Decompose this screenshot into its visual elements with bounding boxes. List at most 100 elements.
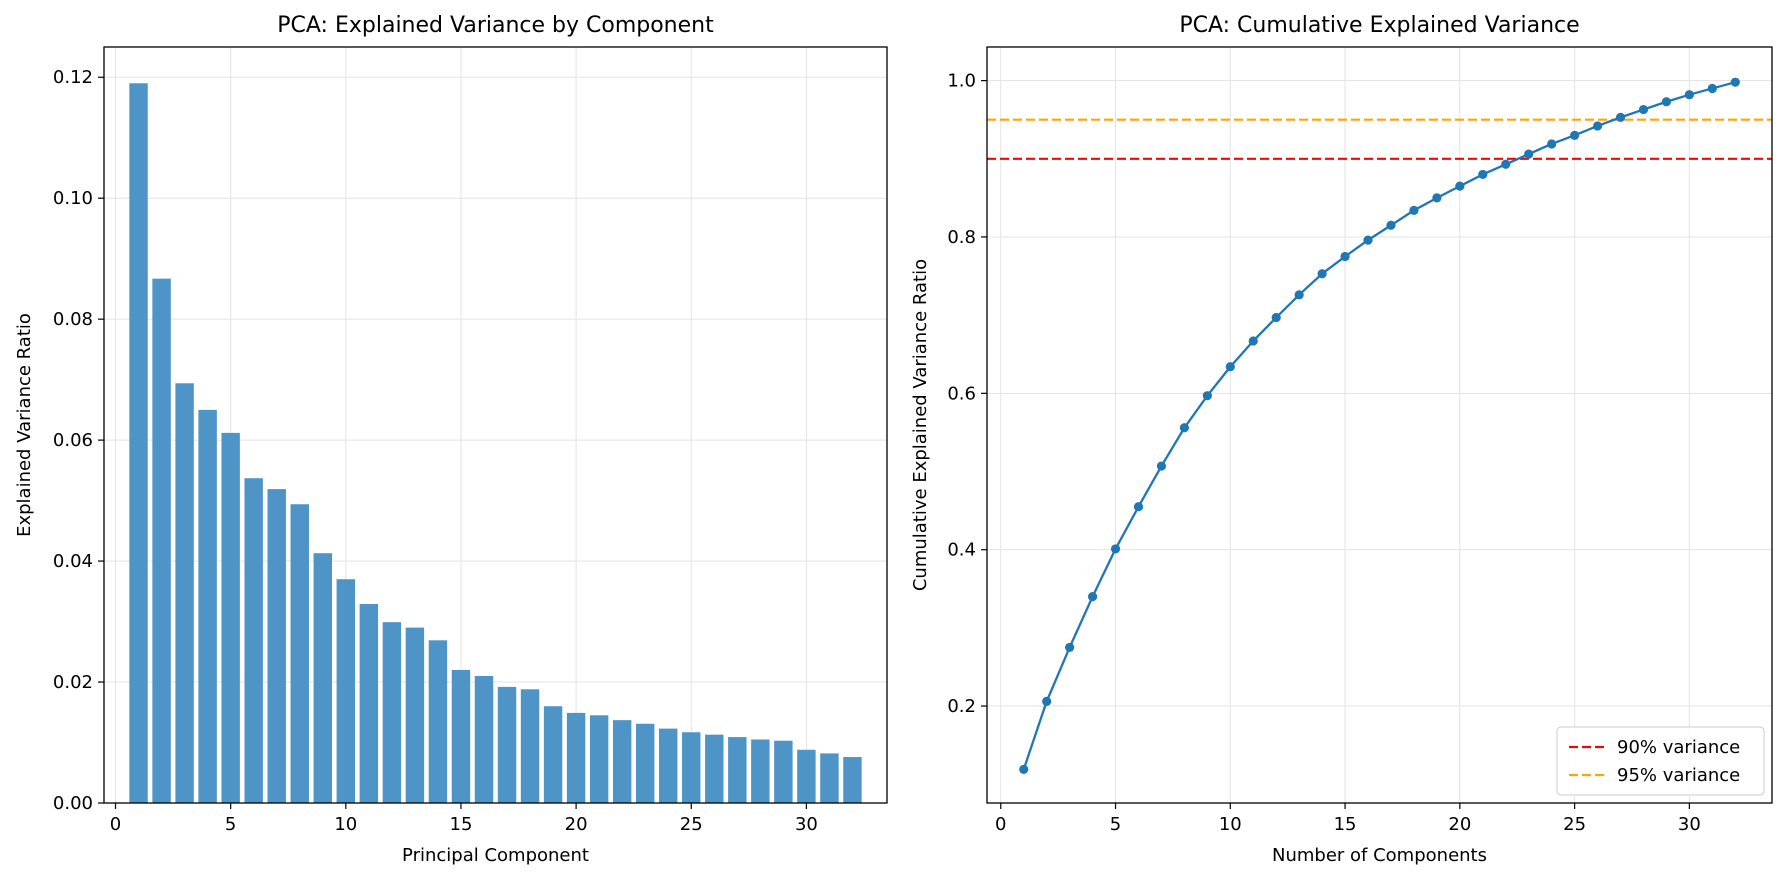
- bar-component-17: [497, 686, 517, 803]
- bar-component-12: [382, 622, 402, 803]
- plot-frame: [986, 46, 1773, 804]
- point-component-18: [1409, 205, 1419, 215]
- x-tick-label: 30: [795, 814, 818, 835]
- x-tick-label: 5: [225, 814, 236, 835]
- bar-component-16: [474, 675, 494, 803]
- x-tick-label: 0: [995, 814, 1006, 835]
- y-tick-label: 0.2: [947, 696, 976, 717]
- point-component-29: [1661, 97, 1672, 107]
- y-axis-label: Explained Variance Ratio: [14, 313, 35, 537]
- bar-component-5: [221, 432, 240, 803]
- point-component-28: [1638, 104, 1649, 115]
- legend-box: [1556, 726, 1765, 796]
- y-tick-label: 1.0: [947, 71, 976, 92]
- bar-component-23: [635, 723, 655, 803]
- bar-component-18: [520, 689, 540, 803]
- x-tick-label: 25: [680, 814, 703, 835]
- bar-component-6: [244, 478, 263, 803]
- point-component-22: [1501, 159, 1511, 169]
- y-tick-label: 0.04: [53, 551, 93, 572]
- point-component-1: [1019, 764, 1029, 774]
- point-component-10: [1225, 362, 1235, 372]
- point-component-19: [1432, 193, 1442, 203]
- point-component-4: [1087, 592, 1098, 602]
- point-component-17: [1386, 220, 1396, 230]
- x-axis-label: Principal Component: [402, 845, 589, 866]
- point-component-12: [1271, 312, 1281, 323]
- bar-component-32: [843, 757, 862, 803]
- bar-component-9: [313, 553, 332, 803]
- x-tick-label: 10: [1219, 814, 1242, 835]
- bar-component-24: [659, 728, 678, 803]
- point-component-3: [1065, 642, 1075, 653]
- point-component-31: [1707, 83, 1717, 94]
- bar-component-20: [566, 712, 586, 803]
- chart-title: PCA: Cumulative Explained Variance: [1179, 13, 1579, 38]
- bar-component-29: [774, 740, 793, 803]
- bar-component-4: [198, 409, 217, 803]
- y-tick-label: 0.06: [53, 430, 93, 451]
- y-tick-label: 0.08: [53, 309, 93, 330]
- point-component-16: [1363, 235, 1373, 245]
- bar-component-15: [451, 669, 471, 803]
- point-component-2: [1042, 696, 1052, 706]
- y-tick-label: 0.4: [947, 540, 976, 561]
- point-component-11: [1248, 336, 1258, 346]
- point-component-8: [1179, 423, 1189, 433]
- chart-title: PCA: Explained Variance by Component: [277, 13, 714, 38]
- point-component-5: [1110, 544, 1121, 554]
- point-component-23: [1524, 149, 1534, 159]
- bar-component-25: [682, 732, 701, 803]
- point-component-21: [1478, 169, 1488, 180]
- y-tick-label: 0.12: [53, 67, 93, 88]
- x-tick-label: 20: [565, 814, 588, 835]
- x-tick-label: 0: [110, 814, 121, 835]
- point-component-13: [1294, 290, 1304, 300]
- bar-component-27: [728, 737, 747, 803]
- legend-label-95: 95% variance: [1617, 765, 1740, 786]
- point-component-15: [1340, 251, 1350, 262]
- point-component-20: [1455, 181, 1465, 191]
- y-tick-label: 0.00: [53, 793, 93, 814]
- y-tick-label: 0.6: [947, 383, 976, 404]
- bar-component-30: [797, 749, 816, 803]
- x-tick-label: 25: [1563, 814, 1586, 835]
- x-tick-label: 15: [1334, 814, 1357, 835]
- bar-component-26: [705, 734, 724, 803]
- x-tick-label: 10: [334, 814, 357, 835]
- bar-component-19: [543, 706, 563, 803]
- x-axis-label: Number of Components: [1272, 845, 1487, 866]
- bar-component-1: [129, 83, 148, 803]
- bar-component-14: [428, 640, 448, 803]
- point-component-14: [1317, 269, 1327, 279]
- legend-label-90: 90% variance: [1617, 737, 1740, 758]
- point-component-30: [1684, 90, 1694, 100]
- explained-variance-chart: 0 5 10 15 20 25 30 0.00 0.02 0.04 0.06 0.08 0.10 0.12…: [14, 13, 888, 866]
- bar-component-10: [336, 579, 356, 803]
- bar-component-7: [267, 489, 286, 803]
- x-tick-label: 30: [1678, 814, 1701, 835]
- bar-component-28: [751, 739, 770, 803]
- y-tick-label: 0.02: [53, 672, 93, 693]
- point-component-26: [1592, 121, 1603, 131]
- plot-frame: [103, 46, 888, 804]
- x-tick-label: 15: [450, 814, 473, 835]
- point-component-27: [1615, 112, 1626, 122]
- y-axis-label: Cumulative Explained Variance Ratio: [910, 259, 931, 591]
- point-component-24: [1547, 139, 1557, 149]
- legend: 90% variance 95% variance: [1556, 726, 1765, 796]
- bar-component-21: [589, 715, 609, 803]
- point-component-25: [1570, 130, 1580, 140]
- bar-component-11: [359, 604, 379, 803]
- cumulative-variance-chart: 0 5 10 15 20 25 30 0.2 0.4 0.6 0.8 1.0 PCA: Cumulat…: [910, 13, 1773, 866]
- x-tick-label: 20: [1448, 814, 1471, 835]
- bar-component-2: [152, 278, 171, 803]
- y-tick-label: 0.10: [53, 188, 93, 209]
- point-component-9: [1202, 391, 1212, 401]
- y-tick-label: 0.8: [947, 227, 976, 248]
- bar-component-3: [175, 383, 194, 803]
- point-component-7: [1156, 461, 1167, 471]
- cumulative-line: [1022, 81, 1736, 770]
- bar-component-8: [290, 504, 309, 803]
